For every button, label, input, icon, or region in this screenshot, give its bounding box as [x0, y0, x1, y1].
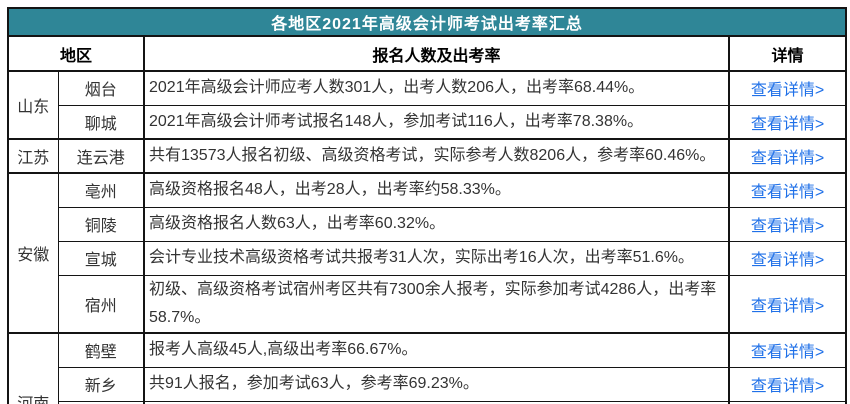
- description-cell: 高级资格报名48人，出考28人，出考率约58.33%。: [143, 172, 730, 208]
- city-cell: 连云港: [57, 138, 145, 174]
- description-cell: 2021年高级会计师应考人数301人，出考人数206人，出考率68.44%。: [143, 70, 730, 106]
- view-details-link[interactable]: 查看详情>: [750, 115, 825, 133]
- detail-cell: 查看详情>: [727, 332, 847, 368]
- view-details-link[interactable]: 查看详情>: [750, 150, 825, 167]
- table-row: 新乡 共91人报名，参加考试63人，参考率69.23%。 查看详情>: [8, 366, 847, 402]
- table-header-row: 地区 报名人数及出考率 详情: [7, 35, 847, 72]
- province-cell-henan: 河南: [7, 332, 59, 404]
- view-details-link[interactable]: 查看详情>: [750, 344, 825, 362]
- table-row-clipped: [8, 400, 847, 404]
- province-cell-jiangsu: 江苏: [7, 138, 59, 174]
- province-cell-anhui: 安徽: [7, 172, 59, 334]
- detail-cell: 查看详情>: [727, 274, 847, 334]
- view-details-link[interactable]: 查看详情>: [750, 184, 825, 202]
- view-details-link[interactable]: 查看详情>: [750, 82, 825, 100]
- province-cell-shandong: 山东: [7, 70, 59, 140]
- detail-cell: 查看详情>: [727, 104, 847, 140]
- attendance-rate-table: 各地区2021年高级会计师考试出考率汇总 地区 报名人数及出考率 详情 山东 烟…: [7, 7, 848, 404]
- detail-cell: 查看详情>: [727, 70, 847, 106]
- table-title: 各地区2021年高级会计师考试出考率汇总: [7, 7, 847, 37]
- detail-cell: 查看详情>: [727, 240, 847, 276]
- description-cell: 2021年高级会计师考试报名148人，参加考试116人，出考率78.38%。: [143, 104, 730, 140]
- description-cell: 高级资格报名人数63人，出考率60.32%。: [143, 206, 730, 242]
- city-cell: 亳州: [57, 172, 145, 208]
- detail-cell: 查看详情>: [727, 366, 847, 402]
- column-header-detail: 详情: [727, 35, 847, 72]
- city-cell: 烟台: [57, 70, 145, 106]
- description-cell: 初级、高级资格考试宿州考区共有7300余人报考，实际参加考试4286人，出考率5…: [143, 274, 730, 334]
- table-row: 铜陵 高级资格报名人数63人，出考率60.32%。 查看详情>: [8, 206, 847, 242]
- description-cell: 共有13573人报名初级、高级资格考试，实际参考人数8206人，参考率60.46…: [143, 138, 730, 174]
- table-row: 山东 烟台 2021年高级会计师应考人数301人，出考人数206人，出考率68.…: [7, 70, 847, 140]
- city-cell: 聊城: [57, 104, 145, 140]
- city-cell: 宣城: [57, 240, 145, 276]
- view-details-link[interactable]: 查看详情>: [750, 378, 825, 395]
- description-cell: 报考人高级45人,高级出考率66.67%。: [143, 332, 730, 368]
- detail-cell: 查看详情>: [727, 206, 847, 242]
- view-details-link[interactable]: 查看详情>: [750, 297, 825, 315]
- detail-cell: 查看详情>: [727, 172, 847, 208]
- column-header-region: 地区: [7, 35, 145, 72]
- table-row: 河南 鹤壁 报考人高级45人,高级出考率66.67%。 查看详情>: [7, 332, 847, 404]
- view-details-link[interactable]: 查看详情>: [750, 218, 825, 235]
- table-row: 安徽 亳州 高级资格报名48人，出考28人，出考率约58.33%。 查看详情>: [7, 172, 847, 334]
- column-header-info: 报名人数及出考率: [143, 35, 730, 72]
- city-cell: 新乡: [57, 366, 145, 402]
- detail-cell: 查看详情>: [727, 138, 847, 174]
- city-cell: 铜陵: [57, 206, 145, 242]
- description-cell: 共91人报名，参加考试63人，参考率69.23%。: [143, 366, 730, 402]
- table-row: 宿州 初级、高级资格考试宿州考区共有7300余人报考，实际参加考试4286人，出…: [8, 274, 847, 334]
- city-cell: 宿州: [57, 274, 145, 334]
- table-title-row: 各地区2021年高级会计师考试出考率汇总: [7, 7, 847, 37]
- view-details-link[interactable]: 查看详情>: [750, 252, 825, 269]
- city-cell: 鹤壁: [57, 332, 145, 368]
- table-row: 聊城 2021年高级会计师考试报名148人，参加考试116人，出考率78.38%…: [8, 104, 847, 140]
- table-row: 江苏 连云港 共有13573人报名初级、高级资格考试，实际参考人数8206人，参…: [7, 138, 847, 174]
- description-cell: 会计专业技术高级资格考试共报考31人次，实际出考16人次，出考率51.6%。: [143, 240, 730, 276]
- detail-cell: [727, 400, 847, 404]
- table-row: 宣城 会计专业技术高级资格考试共报考31人次，实际出考16人次，出考率51.6%…: [8, 240, 847, 276]
